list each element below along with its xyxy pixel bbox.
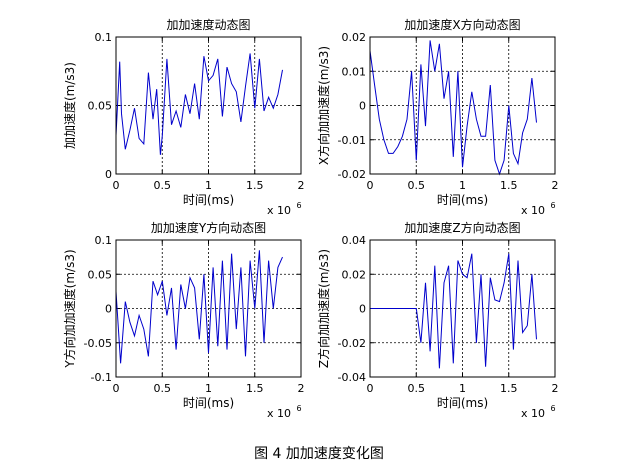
x-tick-label: 1 [205,179,212,192]
x-tick-label: 2 [552,179,559,192]
axes-frame [115,239,302,378]
x-tick-label: 1.5 [500,179,518,192]
x-exponent-power: 6 [296,404,301,413]
chart-title: 加加速度动态图 [166,17,250,32]
x-exponent-label: x 10 [521,407,545,420]
y-axis-label: Y方向加加速度(m/s3) [62,249,77,368]
y-tick-label: 0.02 [342,268,367,281]
y-tick-label: 0.05 [88,100,113,113]
y-tick-label: 0.02 [342,31,367,44]
x-exponent-power: 6 [550,201,555,210]
y-tick-label: 0 [359,100,366,113]
y-tick-label: -0.05 [84,337,112,350]
x-exponent-label: x 10 [521,204,545,217]
y-tick-label: 0.01 [342,65,367,78]
chart-4: 0 0.5 1 1.5 2 -0.04 -0.02 0 0.02 0.04 加加速度Z方向动态图时间… [316,220,559,420]
series-line [370,253,537,369]
chart-3: 0 0.5 1 1.5 2 -0.1 -0.05 0 0.05 0.1 加加速度Y方向动态图时间(m… [62,220,305,420]
chart-title: 加加速度Y方向动态图 [151,220,266,235]
axes-frame [115,36,302,175]
y-axis-label: 加加速度(m/s3) [62,62,77,149]
y-tick-label: -0.1 [91,371,112,384]
x-tick-label: 0 [367,179,374,192]
x-tick-label: 1 [459,179,466,192]
x-tick-label: 1.5 [246,382,264,395]
x-exponent-power: 6 [550,404,555,413]
x-axis-label: 时间(ms) [437,396,488,410]
y-tick-label: 0 [359,303,366,316]
y-tick-label: 0.04 [342,234,367,247]
x-exponent-label: x 10 [267,407,291,420]
axes-frame [369,36,556,175]
series-line [115,53,283,155]
y-tick-label: 0.1 [95,234,113,247]
x-exponent-label: x 10 [267,204,291,217]
y-tick-label: 0 [105,303,112,316]
x-tick-label: 0 [113,382,120,395]
x-tick-label: 1.5 [500,382,518,395]
y-tick-label: 0 [105,168,112,181]
series-line [115,250,283,364]
x-tick-label: 2 [298,382,305,395]
x-tick-label: 2 [298,179,305,192]
y-tick-label: 0.05 [88,268,113,281]
chart-title: 加加速度Z方向动态图 [404,220,520,235]
x-tick-label: 0 [113,179,120,192]
figure-caption: 图 4 加加速度变化图 [254,446,384,462]
y-tick-label: -0.02 [338,168,366,181]
y-axis-label: Z方向加加速度(m/s3) [316,249,331,368]
axes-frame [369,239,556,378]
x-tick-label: 0.5 [408,382,426,395]
x-axis-label: 时间(ms) [437,193,488,207]
x-exponent-power: 6 [296,201,301,210]
x-tick-label: 0.5 [154,179,172,192]
x-tick-label: 1.5 [246,179,264,192]
y-tick-label: 0.1 [95,31,113,44]
x-tick-label: 0.5 [154,382,172,395]
x-tick-label: 0.5 [408,179,426,192]
x-axis-label: 时间(ms) [183,396,234,410]
x-tick-label: 1 [205,382,212,395]
x-tick-label: 1 [459,382,466,395]
x-axis-label: 时间(ms) [183,193,234,207]
x-tick-label: 2 [552,382,559,395]
x-tick-label: 0 [367,382,374,395]
chart-2: 0 0.5 1 1.5 2 -0.02 -0.01 0 0.01 0.02 加加速度X方向动态图时间… [316,17,559,217]
y-tick-label: -0.02 [338,337,366,350]
y-tick-label: -0.01 [338,134,366,147]
chart-title: 加加速度X方向动态图 [404,17,520,32]
y-axis-label: X方向加加速度(m/s3) [316,46,331,165]
series-line [369,40,537,176]
y-tick-label: -0.04 [338,371,366,384]
